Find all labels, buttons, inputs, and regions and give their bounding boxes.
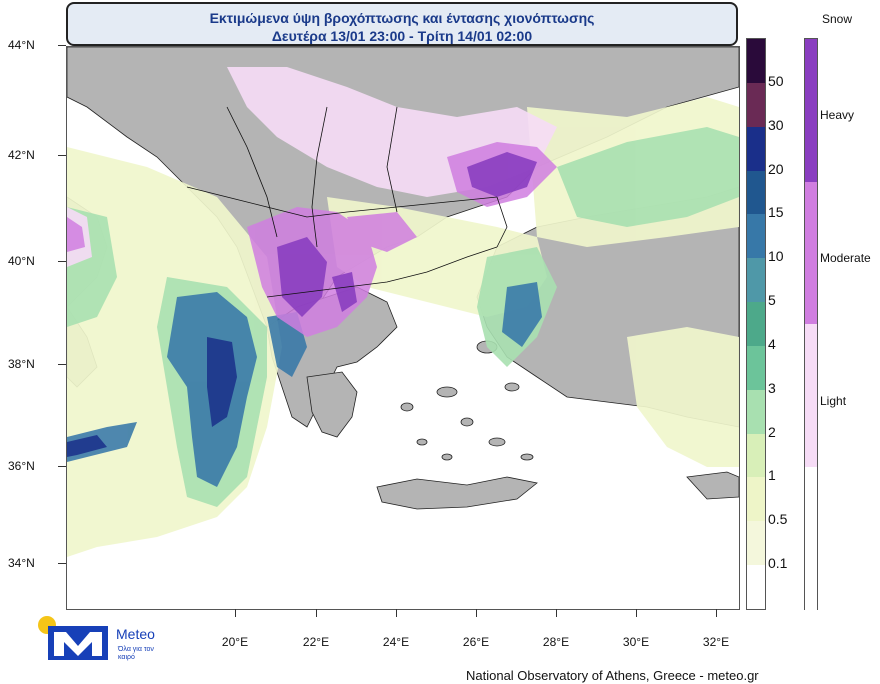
lon-label-32: 32°E (702, 635, 730, 649)
lat-label-44: 44°N (8, 38, 35, 52)
lat-tick (58, 466, 66, 467)
rain-colorbar-segment (747, 39, 765, 84)
rain-colorbar-segment (747, 82, 765, 128)
rain-scale-label: 50 (768, 72, 784, 89)
lat-label-42: 42°N (8, 148, 35, 162)
rain-scale-label: 0.1 (768, 555, 788, 572)
rain-darkest-layer (67, 337, 237, 457)
snow-colorbar-segment (805, 39, 817, 182)
rain-colorbar-segment (747, 258, 765, 303)
rain-colorbar-segment (747, 345, 765, 391)
map-canvas (67, 47, 739, 557)
lon-label-28: 28°E (542, 635, 570, 649)
lat-tick (58, 45, 66, 46)
snow-heavy-layer (277, 152, 537, 317)
rain-scale-label: 3 (768, 379, 776, 396)
map-title-box: Εκτιμώμενα ύψη βροχόπτωσης και έντασης χ… (66, 2, 738, 46)
rain-scale-label: 0.5 (768, 511, 788, 528)
logo-name: Meteo (116, 626, 155, 642)
lon-label-22: 22°E (302, 635, 330, 649)
rain-scale-label: 4 (768, 335, 776, 352)
logo-tagline: Όλα για τον καιρό (118, 646, 154, 661)
snow-colorbar (804, 38, 818, 610)
rain-colorbar-segment (747, 170, 765, 215)
rain-scale-label: 15 (768, 204, 784, 221)
lon-tick (716, 609, 717, 617)
rain-colorbar-segment (747, 565, 765, 610)
lat-label-34: 34°N (8, 556, 35, 570)
lon-label-20: 20°E (221, 635, 249, 649)
lon-label-24: 24°E (382, 635, 410, 649)
lon-tick (556, 609, 557, 617)
lon-tick (396, 609, 397, 617)
meteo-logo[interactable]: Meteo Όλα για τον καιρό (38, 616, 178, 666)
rain-scale-label: 20 (768, 160, 784, 177)
lon-tick (476, 609, 477, 617)
snow-label-moderate: Moderate (820, 251, 871, 265)
lat-label-38: 38°N (8, 357, 35, 371)
rain-colorbar-segment (747, 521, 765, 566)
rain-colorbar-segment (747, 214, 765, 259)
lat-tick (58, 261, 66, 262)
lon-tick (235, 609, 236, 617)
rain-colorbar-segment (747, 389, 765, 435)
lat-label-36: 36°N (8, 459, 35, 473)
rain-colorbar (746, 38, 766, 610)
lat-tick (58, 155, 66, 156)
snow-colorbar-segment (805, 466, 817, 610)
map-title-line2: Δευτέρα 13/01 23:00 - Τρίτη 14/01 02:00 (271, 28, 533, 44)
rain-scale-label: 2 (768, 423, 776, 440)
rain-scale-label: 10 (768, 248, 784, 265)
snow-label-light: Light (820, 394, 847, 408)
map-title-line1: Εκτιμώμενα ύψη βροχόπτωσης και έντασης χ… (209, 10, 595, 26)
rain-scale-label: 1 (768, 467, 776, 484)
rain-colorbar-segment (747, 126, 765, 172)
rain-scale-label: 30 (768, 116, 784, 133)
rain-scale-label: 5 (768, 292, 776, 309)
border-lines (186, 106, 508, 298)
map-area[interactable] (66, 46, 740, 610)
snow-colorbar-segment (805, 324, 817, 467)
snow-colorbar-title: Snow (822, 12, 853, 26)
lon-tick (636, 609, 637, 617)
meteo-m-icon (48, 626, 108, 660)
rain-colorbar-segment (747, 302, 765, 347)
lon-label-30: 30°E (622, 635, 650, 649)
snow-colorbar-segment (805, 181, 817, 325)
footer-credit: National Observatory of Athens, Greece -… (466, 668, 759, 683)
lon-label-26: 26°E (462, 635, 490, 649)
lat-tick (58, 563, 66, 564)
rain-colorbar-segment (747, 433, 765, 478)
rain-colorbar-segment (747, 477, 765, 522)
lon-tick (316, 609, 317, 617)
lat-tick (58, 364, 66, 365)
lat-label-40: 40°N (8, 254, 35, 268)
snow-label-heavy: Heavy (820, 108, 855, 122)
